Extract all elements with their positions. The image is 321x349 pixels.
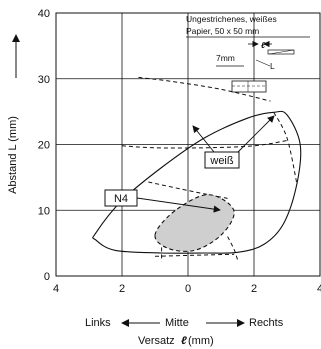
series-weiss-outline [92,110,302,254]
callout-weiss-arrow-2 [237,115,275,153]
series-layer [92,76,302,262]
y-tick-label-0: 0 [44,271,50,283]
y-axis-title-group: Abstand L (mm) [7,34,20,194]
series-n4-dashed-0 [148,181,228,199]
x-tick-label-4: 4 [317,283,321,295]
y-axis-title: Abstand L (mm) [7,116,19,194]
legend-L-leader [255,59,271,67]
callout-weiss-box [204,151,240,169]
legend-dim-7mm: 7mm [216,53,235,63]
x-tick-label-3: 2 [251,283,257,295]
callout-n4-label: N4 [114,193,128,205]
x-axis-symbol: ℓ [181,335,187,347]
series-n4-dashed-3 [154,253,235,257]
callout-weiss-arrow-1 [192,125,215,153]
y-tick-label-4: 40 [38,8,50,20]
series-weiss-dashed-2 [121,140,288,149]
series-n4-outline [154,194,235,252]
callout-weiss-label: weiß [209,155,234,167]
callout-n4-arrow [136,197,221,213]
series-weiss-dashed-0 [273,112,298,185]
legend-sensor-box [231,80,267,93]
direction-left-label: Links [85,317,111,329]
direction-center-label: Mitte [165,317,189,329]
x-tick-label-0: 4 [53,283,59,295]
y-tick-label-2: 20 [38,140,50,152]
direction-right-label: Rechts [249,317,284,329]
legend-hatch [268,49,295,55]
x-axis-title: Versatz [138,335,175,347]
legend-dim-L: L [270,61,275,71]
series-weiss-dashed-1 [138,76,271,102]
direction-row: Links Mitte Rechts [85,317,284,329]
legend-note-line1: Ungestrichenes, weißes [186,14,277,24]
y-tick-label-1: 10 [38,205,50,217]
series-n4-dashed-2 [227,236,238,260]
legend-note: Ungestrichenes, weißes Papier, 50 x 50 m… [186,14,310,93]
x-tick-label-1: 2 [119,283,125,295]
legend-ell-symbol: ℓ [261,40,266,50]
legend-note-line2: Papier, 50 x 50 mm [186,26,259,36]
y-tick-label-3: 30 [38,74,50,86]
x-axis-unit: (mm) [188,335,214,347]
x-axis-title-group: Versatz ℓ (mm) [138,335,214,347]
callouts: weiß N4 [104,115,275,213]
plot-frame [55,12,321,277]
x-tick-label-2: 0 [185,283,191,295]
grid-lines [56,13,320,276]
